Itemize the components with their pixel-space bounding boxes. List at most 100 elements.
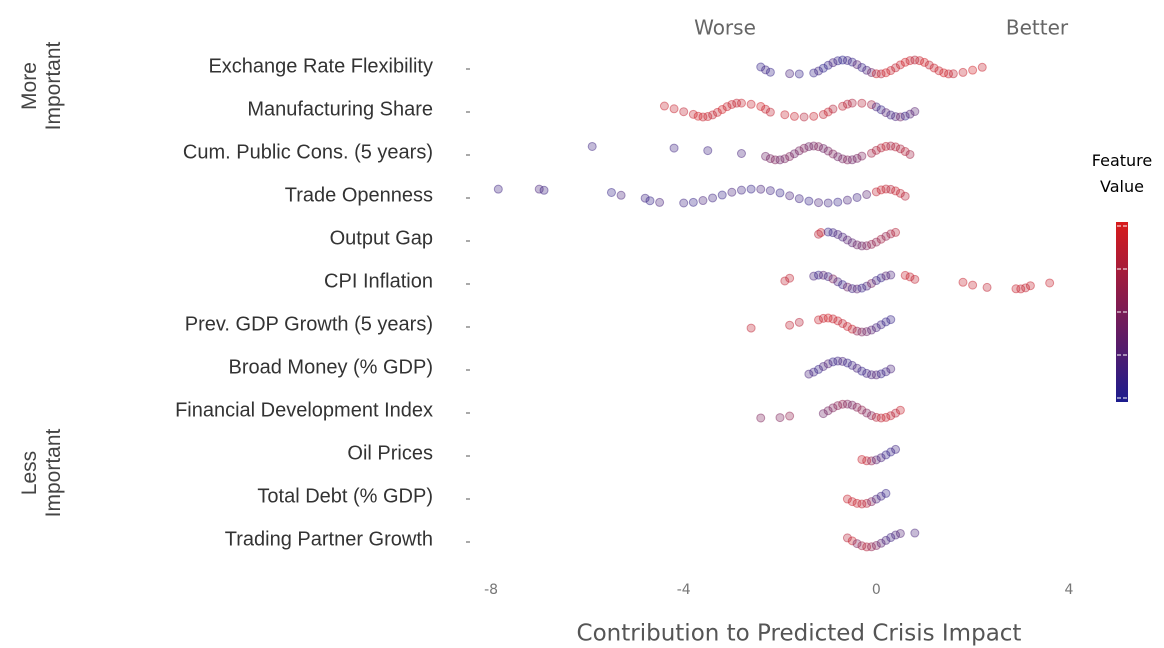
point: [785, 411, 795, 421]
point: [842, 235, 852, 245]
point: [881, 231, 891, 241]
feature-label: Cum. Public Cons. (5 years): [183, 141, 433, 163]
point: [534, 184, 544, 194]
point: [809, 111, 819, 121]
point: [891, 112, 901, 122]
point: [934, 66, 944, 76]
point: [828, 314, 838, 324]
point: [862, 408, 872, 418]
point: [736, 185, 746, 195]
point: [842, 494, 852, 504]
point: [679, 107, 689, 117]
point: [640, 193, 650, 203]
point: [968, 65, 978, 75]
feature-label: Prev. GDP Growth (5 years): [185, 313, 433, 335]
point: [833, 277, 843, 287]
point: [886, 229, 896, 239]
point: [756, 101, 766, 111]
point: [809, 141, 819, 151]
point: [857, 283, 867, 293]
point: [794, 194, 804, 204]
point: [871, 494, 881, 504]
point: [852, 60, 862, 70]
point: [881, 450, 891, 460]
point: [679, 198, 689, 208]
point: [1011, 284, 1021, 294]
point: [789, 111, 799, 121]
point: [587, 141, 597, 151]
point: [891, 408, 901, 418]
point: [722, 102, 732, 112]
point: [924, 60, 934, 70]
x-tick-label: 4: [1064, 582, 1073, 598]
point: [881, 367, 891, 377]
point: [838, 399, 848, 409]
point: [765, 107, 775, 117]
point: [895, 188, 905, 198]
point: [876, 69, 886, 79]
colorbar-label: Feature Value: [1091, 151, 1153, 196]
point: [871, 145, 881, 155]
point: [727, 187, 737, 197]
point: [919, 57, 929, 67]
point: [756, 184, 766, 194]
point: [886, 364, 896, 374]
point: [847, 284, 857, 294]
point: [876, 538, 886, 548]
point: [606, 187, 616, 197]
point: [818, 313, 828, 323]
point: [794, 146, 804, 156]
point: [866, 456, 876, 466]
point: [852, 402, 862, 412]
point: [910, 107, 920, 117]
x-axis-label: Contribution to Predicted Crisis Impact: [577, 621, 1022, 647]
point: [866, 239, 876, 249]
point: [539, 185, 549, 195]
point: [847, 238, 857, 248]
point: [958, 67, 968, 77]
point: [765, 67, 775, 77]
point: [828, 58, 838, 68]
point: [645, 196, 655, 206]
point: [876, 413, 886, 423]
point: [785, 152, 795, 162]
point: [862, 542, 872, 552]
point: [857, 499, 867, 509]
point: [862, 456, 872, 466]
point: [910, 528, 920, 538]
point: [770, 155, 780, 165]
point: [881, 68, 891, 78]
point: [862, 498, 872, 508]
point: [814, 66, 824, 76]
point: [886, 141, 896, 151]
point: [799, 112, 809, 122]
point: [823, 227, 833, 237]
point: [842, 55, 852, 65]
point: [939, 68, 949, 78]
point: [871, 541, 881, 551]
point: [823, 146, 833, 156]
point: [732, 98, 742, 108]
point: [756, 62, 766, 72]
point: [842, 99, 852, 109]
point: [847, 400, 857, 410]
point: [708, 193, 718, 203]
point: [828, 274, 838, 284]
point: [900, 147, 910, 157]
point: [857, 98, 867, 108]
point: [814, 142, 824, 152]
point: [838, 101, 848, 111]
worse-label: Worse: [694, 16, 756, 40]
point: [717, 105, 727, 115]
x-tick-label: -4: [677, 582, 691, 598]
point: [1021, 283, 1031, 293]
point: [871, 237, 881, 247]
point: [857, 241, 867, 251]
point: [780, 276, 790, 286]
point: [1045, 278, 1055, 288]
point: [929, 63, 939, 73]
colorbar-ticks: [1117, 225, 1127, 399]
more-important-label: More Important: [18, 41, 65, 131]
point: [833, 316, 843, 326]
point: [818, 361, 828, 371]
